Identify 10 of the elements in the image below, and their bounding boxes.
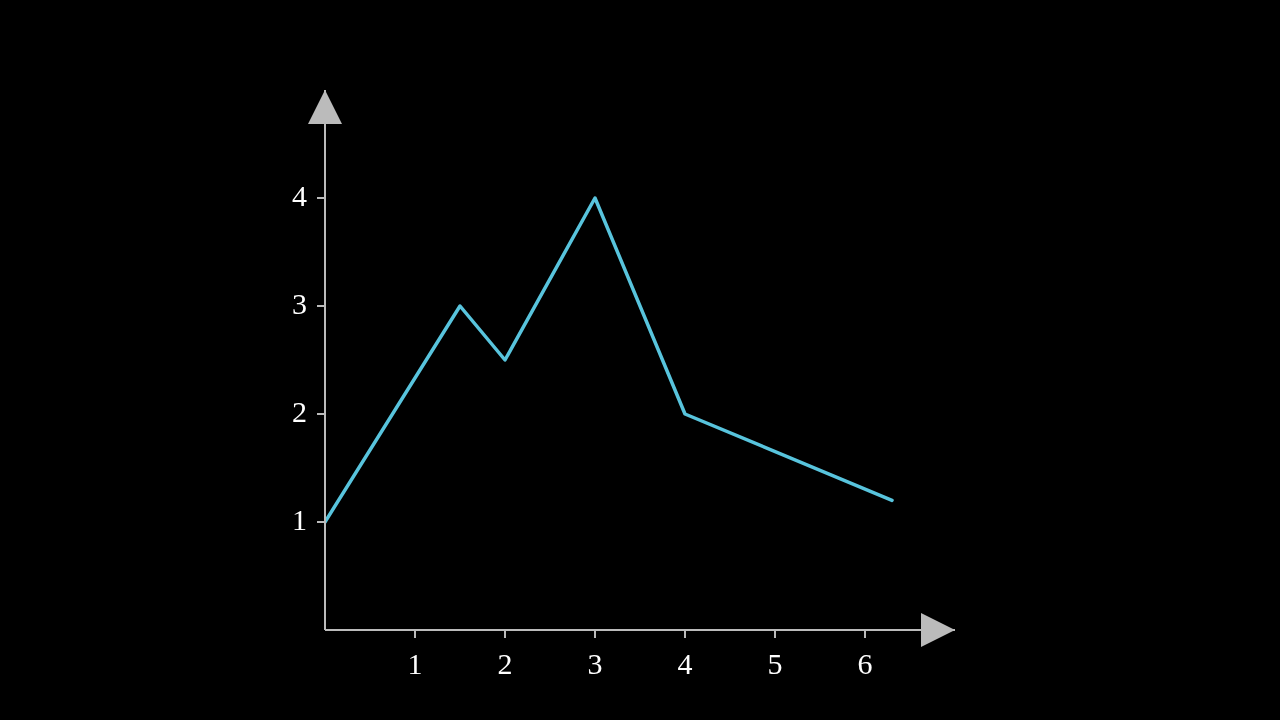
y-tick-label: 1 xyxy=(292,502,307,536)
x-tick-label: 2 xyxy=(497,646,513,680)
x-tick-label: 1 xyxy=(407,646,423,680)
x-tick-label: 3 xyxy=(587,646,603,680)
y-tick-label: 4 xyxy=(292,178,307,212)
x-tick-label: 5 xyxy=(767,646,783,680)
x-tick-label: 6 xyxy=(857,646,873,680)
y-tick-label: 3 xyxy=(292,286,307,320)
x-tick-label: 4 xyxy=(677,646,693,680)
y-tick-label: 2 xyxy=(292,394,307,428)
